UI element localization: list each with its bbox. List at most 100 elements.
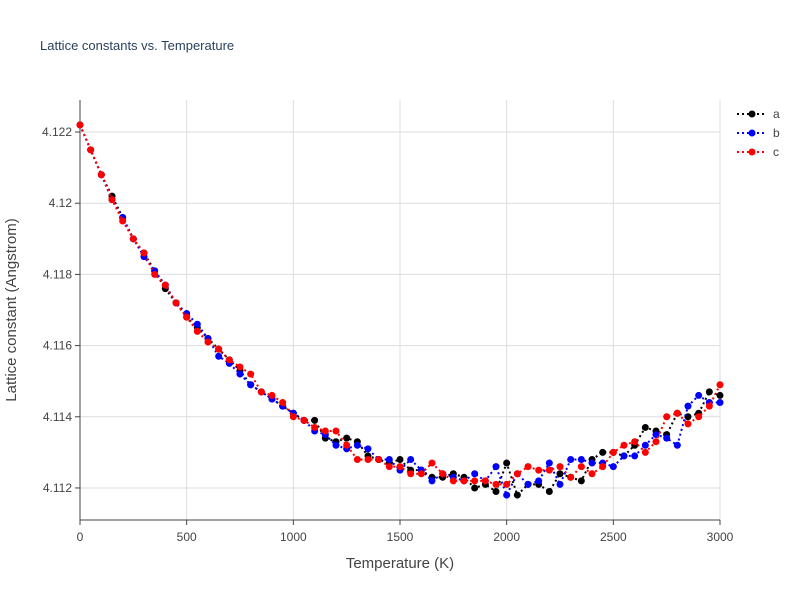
data-point-b[interactable]	[236, 370, 244, 378]
data-point-c[interactable]	[524, 463, 532, 471]
data-point-b[interactable]	[609, 463, 617, 471]
data-point-c[interactable]	[172, 299, 180, 307]
data-point-b[interactable]	[535, 477, 543, 485]
legend-item-c[interactable]: c	[737, 145, 779, 159]
data-point-b[interactable]	[364, 445, 372, 453]
legend-item-b[interactable]: b	[737, 126, 780, 140]
data-point-c[interactable]	[556, 463, 564, 471]
data-point-c[interactable]	[204, 338, 212, 346]
data-point-a[interactable]	[503, 459, 511, 467]
data-point-c[interactable]	[652, 438, 660, 446]
data-point-c[interactable]	[545, 466, 553, 474]
data-point-c[interactable]	[76, 121, 84, 129]
data-point-c[interactable]	[567, 473, 575, 481]
data-point-a[interactable]	[545, 488, 553, 496]
data-point-b[interactable]	[332, 441, 340, 449]
data-point-c[interactable]	[279, 399, 287, 407]
data-point-c[interactable]	[151, 270, 159, 278]
data-point-c[interactable]	[535, 466, 543, 474]
data-point-b[interactable]	[492, 463, 500, 471]
data-point-c[interactable]	[673, 409, 681, 417]
data-point-a[interactable]	[716, 391, 724, 399]
data-point-c[interactable]	[161, 281, 169, 289]
data-point-c[interactable]	[631, 438, 639, 446]
data-point-b[interactable]	[588, 459, 596, 467]
data-point-a[interactable]	[705, 388, 713, 396]
data-point-c[interactable]	[385, 463, 393, 471]
data-point-a[interactable]	[471, 484, 479, 492]
data-point-c[interactable]	[289, 413, 297, 421]
data-point-c[interactable]	[375, 455, 383, 463]
data-point-c[interactable]	[332, 427, 340, 435]
data-point-c[interactable]	[705, 402, 713, 410]
data-point-b[interactable]	[567, 455, 575, 463]
data-point-c[interactable]	[663, 413, 671, 421]
data-point-c[interactable]	[183, 313, 191, 321]
data-point-b[interactable]	[471, 470, 479, 478]
data-point-b[interactable]	[684, 402, 692, 410]
data-point-c[interactable]	[492, 480, 500, 488]
data-point-c[interactable]	[129, 235, 137, 243]
data-point-b[interactable]	[385, 455, 393, 463]
data-point-c[interactable]	[257, 388, 265, 396]
data-point-a[interactable]	[311, 416, 319, 424]
data-point-c[interactable]	[353, 455, 361, 463]
data-point-c[interactable]	[684, 420, 692, 428]
data-point-c[interactable]	[87, 146, 95, 154]
data-point-c[interactable]	[588, 470, 596, 478]
data-point-c[interactable]	[428, 459, 436, 467]
data-point-b[interactable]	[631, 452, 639, 460]
data-point-c[interactable]	[225, 356, 233, 364]
data-point-a[interactable]	[641, 423, 649, 431]
data-point-c[interactable]	[620, 441, 628, 449]
data-point-b[interactable]	[503, 491, 511, 499]
data-point-c[interactable]	[215, 345, 223, 353]
data-point-a[interactable]	[599, 448, 607, 456]
data-point-c[interactable]	[439, 470, 447, 478]
data-point-b[interactable]	[193, 320, 201, 328]
data-point-b[interactable]	[215, 352, 223, 360]
data-point-b[interactable]	[577, 455, 585, 463]
data-point-c[interactable]	[300, 416, 308, 424]
data-point-a[interactable]	[684, 413, 692, 421]
data-point-c[interactable]	[641, 448, 649, 456]
data-point-b[interactable]	[673, 441, 681, 449]
data-point-c[interactable]	[503, 480, 511, 488]
data-point-c[interactable]	[311, 423, 319, 431]
data-point-c[interactable]	[471, 477, 479, 485]
legend[interactable]: abc	[737, 107, 780, 159]
data-point-c[interactable]	[716, 381, 724, 389]
data-point-c[interactable]	[343, 441, 351, 449]
data-point-c[interactable]	[119, 217, 127, 225]
data-point-c[interactable]	[268, 391, 276, 399]
data-point-b[interactable]	[353, 441, 361, 449]
data-point-c[interactable]	[108, 196, 116, 204]
data-point-b[interactable]	[695, 391, 703, 399]
data-point-b[interactable]	[620, 452, 628, 460]
data-point-c[interactable]	[407, 470, 415, 478]
data-point-b[interactable]	[524, 480, 532, 488]
data-point-c[interactable]	[97, 171, 105, 179]
legend-item-a[interactable]: a	[737, 107, 780, 121]
data-point-b[interactable]	[556, 480, 564, 488]
data-point-a[interactable]	[556, 470, 564, 478]
data-point-c[interactable]	[236, 363, 244, 371]
data-point-b[interactable]	[716, 399, 724, 407]
data-point-c[interactable]	[609, 448, 617, 456]
data-point-c[interactable]	[513, 470, 521, 478]
data-point-c[interactable]	[140, 249, 148, 257]
data-point-b[interactable]	[663, 434, 671, 442]
data-point-c[interactable]	[460, 477, 468, 485]
data-point-c[interactable]	[599, 463, 607, 471]
data-point-a[interactable]	[396, 455, 404, 463]
data-point-c[interactable]	[449, 477, 457, 485]
data-point-c[interactable]	[577, 463, 585, 471]
plot-area[interactable]	[76, 121, 724, 499]
data-point-c[interactable]	[417, 470, 425, 478]
data-point-c[interactable]	[695, 413, 703, 421]
data-point-b[interactable]	[641, 441, 649, 449]
data-point-c[interactable]	[481, 477, 489, 485]
data-point-a[interactable]	[577, 477, 585, 485]
data-point-b[interactable]	[428, 477, 436, 485]
data-point-c[interactable]	[396, 463, 404, 471]
